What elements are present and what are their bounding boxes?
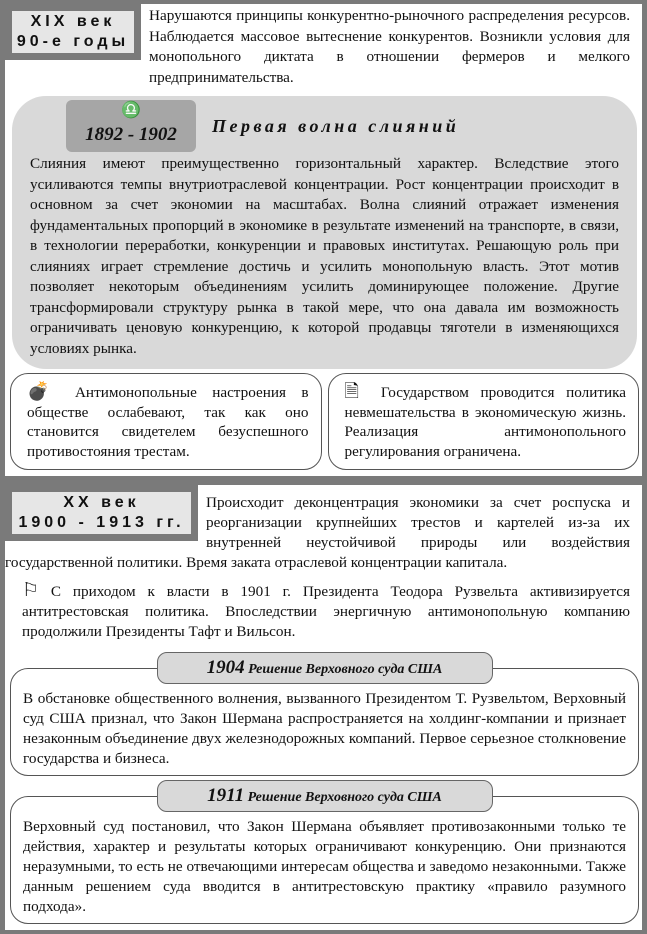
wave-title: Первая волна слияний: [212, 115, 460, 136]
ruling-1904-banner: 1904 Решение Верховного суда США: [156, 652, 493, 684]
label-years: 1900 - 1913 гг.: [18, 514, 185, 531]
intro-body: Происходит деконцентрация экономики за с…: [5, 494, 630, 571]
label-century: XX век: [63, 494, 140, 511]
ruling-1904-text: В обстановке общественного волнения, выз…: [23, 690, 626, 767]
period-label: XIX век 90-е годы: [5, 4, 141, 60]
ruling-1911-banner: 1911 Решение Верховного суда США: [156, 780, 493, 812]
section-19th-century: XIX век 90-е годы Нарушаются принципы кон…: [5, 4, 642, 476]
merger-wave-panel: ♎ 1892 - 1902 Первая волна слияний Слиян…: [12, 96, 637, 369]
years-badge: ♎ 1892 - 1902: [66, 100, 196, 152]
flag-icon: ⚐: [22, 580, 40, 601]
state-policy-box: 🗎 Государством проводится политика невмеш…: [327, 373, 639, 470]
label-century: XIX век: [30, 13, 116, 30]
wave-body: Слияния имеют преимущественно горизонтал…: [30, 155, 619, 357]
label-years: 90-е годы: [16, 33, 130, 50]
ruling-1911-text: Верховный суд постановил, что Закон Шерм…: [23, 818, 626, 915]
ruling-year: 1904: [206, 657, 245, 678]
libra-icon: ♎: [121, 102, 141, 119]
public-mood-text: Антимонопольные настроения в обществе ос…: [27, 384, 309, 460]
roosevelt-text: ⚐ С приходом к власти в 1901 г. Президен…: [5, 573, 642, 642]
ruling-1911-box: Верховный суд постановил, что Закон Шерм…: [10, 796, 639, 924]
public-mood-box: 💣 Антимонопольные настроения в обществе о…: [10, 373, 322, 470]
state-policy-text: Государством проводится политика невмеша…: [344, 384, 627, 460]
years-text: 1892 - 1902: [85, 124, 177, 145]
bomb-icon: 💣: [27, 381, 61, 401]
section-20th-century: XX век 1900 - 1913 гг. Происходит деконце…: [5, 485, 642, 930]
intro-text: Нарушаются принципы конкурентно-рыночног…: [149, 7, 630, 86]
ruling-1904-box: В обстановке общественного волнения, выз…: [10, 668, 639, 776]
ruling-title: Решение Верховного суда США: [247, 790, 442, 805]
ruling-year: 1911: [207, 785, 245, 806]
document-icon: 🗎: [344, 381, 367, 401]
intro-text: Происходит деконцентрация экономики за с…: [5, 485, 642, 573]
ruling-title: Решение Верховного суда США: [248, 662, 443, 677]
roosevelt-body: С приходом к власти в 1901 г. Президента…: [22, 583, 631, 640]
period-label: XX век 1900 - 1913 гг.: [5, 485, 198, 541]
